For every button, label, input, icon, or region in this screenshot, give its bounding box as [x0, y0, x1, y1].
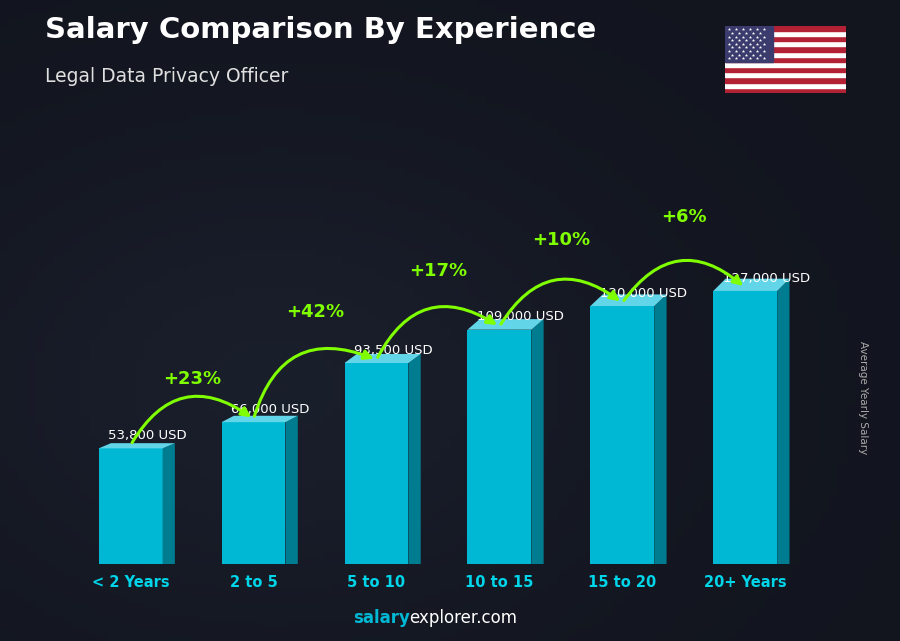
Text: 93,500 USD: 93,500 USD [355, 344, 433, 356]
Text: +17%: +17% [409, 262, 467, 280]
Bar [724, 41, 846, 46]
Text: +10%: +10% [532, 231, 590, 249]
Polygon shape [778, 279, 789, 564]
Text: 53,800 USD: 53,800 USD [109, 429, 187, 442]
Polygon shape [285, 416, 298, 564]
Text: Salary Comparison By Experience: Salary Comparison By Experience [45, 16, 596, 44]
Bar [724, 31, 846, 36]
Text: +6%: +6% [661, 208, 707, 226]
Text: 66,000 USD: 66,000 USD [231, 403, 310, 416]
Polygon shape [99, 449, 163, 564]
Bar [724, 67, 846, 72]
Bar [724, 62, 846, 67]
Polygon shape [221, 422, 285, 564]
Polygon shape [99, 443, 175, 449]
Bar [724, 88, 846, 93]
Polygon shape [531, 319, 544, 564]
Bar [724, 83, 846, 88]
Bar [724, 26, 773, 62]
Text: explorer.com: explorer.com [410, 609, 518, 627]
Polygon shape [409, 354, 420, 564]
Text: Average Yearly Salary: Average Yearly Salary [859, 341, 868, 454]
Bar [724, 36, 846, 41]
Text: +42%: +42% [286, 303, 344, 321]
Bar [724, 46, 846, 51]
Bar [724, 56, 846, 62]
Bar [724, 26, 846, 31]
Polygon shape [467, 329, 531, 564]
Bar [724, 72, 846, 78]
Polygon shape [345, 363, 409, 564]
Bar [724, 78, 846, 83]
Polygon shape [590, 306, 654, 564]
Text: salary: salary [353, 609, 410, 627]
Text: Legal Data Privacy Officer: Legal Data Privacy Officer [45, 67, 288, 87]
Polygon shape [590, 294, 667, 306]
Text: 109,000 USD: 109,000 USD [477, 310, 564, 323]
Text: +23%: +23% [163, 370, 221, 388]
Polygon shape [467, 319, 544, 329]
Polygon shape [221, 416, 298, 422]
Polygon shape [345, 354, 420, 363]
Text: 127,000 USD: 127,000 USD [723, 272, 810, 285]
Bar [724, 51, 846, 56]
Polygon shape [163, 443, 175, 564]
Polygon shape [654, 294, 667, 564]
Text: 120,000 USD: 120,000 USD [600, 287, 688, 299]
Polygon shape [714, 279, 789, 291]
Polygon shape [714, 291, 778, 564]
